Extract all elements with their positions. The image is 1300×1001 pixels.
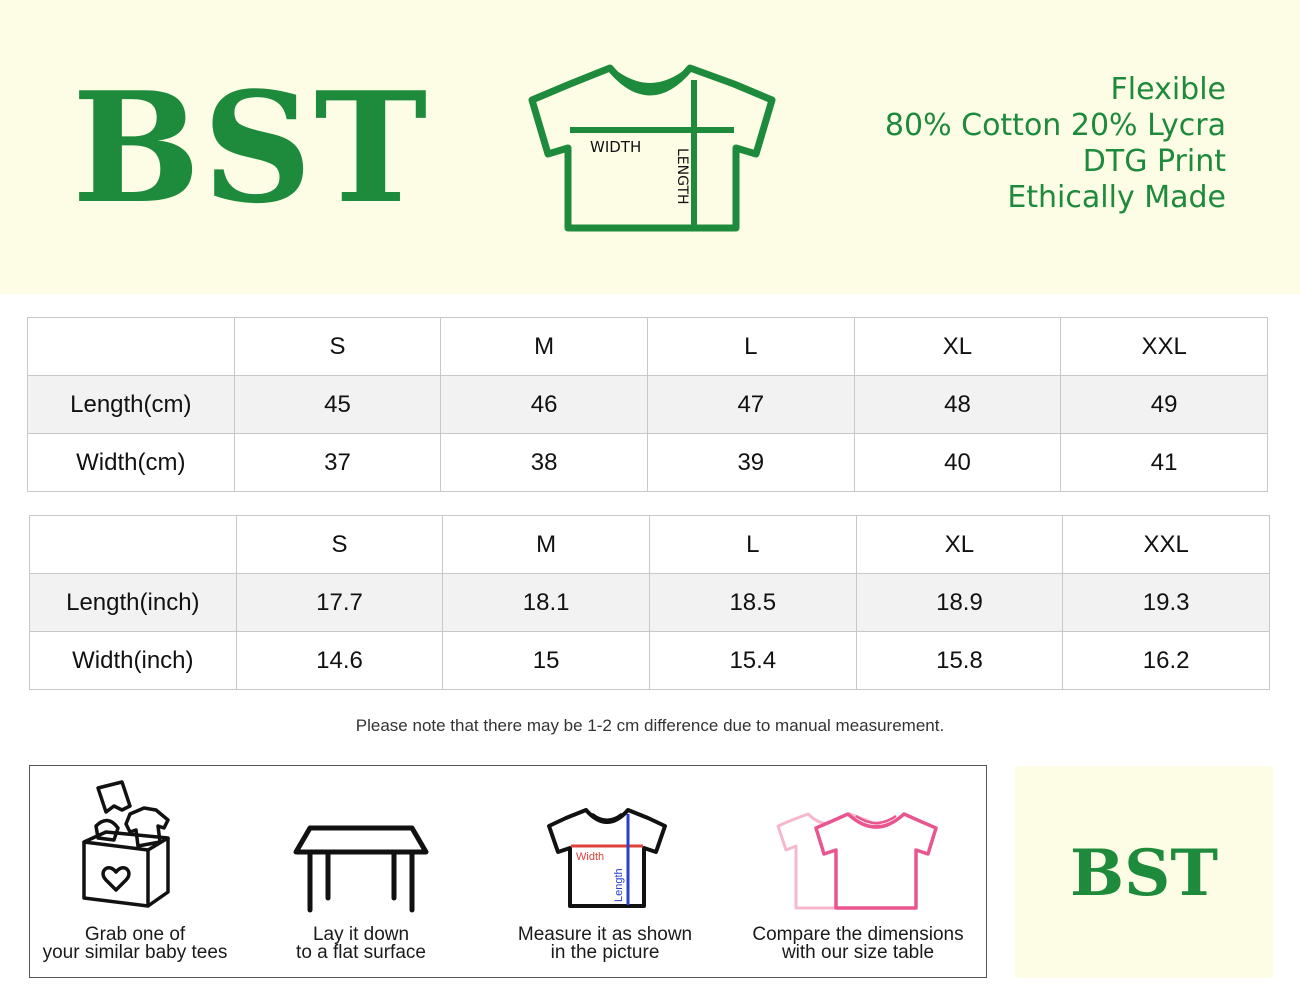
width-label: WIDTH (590, 138, 641, 156)
table-cell: 15 (442, 631, 650, 690)
header-cell: S (235, 515, 444, 574)
measurement-note: Please note that there may be 1-2 cm dif… (355, 716, 945, 735)
table-cell: 15.8 (855, 631, 1064, 690)
table-cell: 41 (1060, 433, 1268, 492)
table-row: Length(cm) 45 46 47 48 49 (27, 375, 1268, 434)
header-cell: XL (855, 515, 1064, 574)
table-cell: 47 (646, 375, 855, 434)
table-cell: 38 (440, 433, 648, 492)
tshirt-diagram-icon: WIDTH LENGTH (528, 64, 776, 232)
header-cell: M (442, 515, 650, 574)
table-cell: 45 (233, 375, 442, 434)
step-label-line1: Lay it down (312, 924, 410, 945)
table-cell: 37 (233, 433, 442, 492)
table-cell: 18.9 (855, 573, 1064, 632)
header-cell (27, 317, 235, 376)
table-row: Width(cm) 37 38 39 40 41 (27, 433, 1268, 492)
step-label-line2: your similar baby tees (42, 942, 228, 963)
brand-logo-box: BST (1015, 766, 1273, 978)
step-measure: Width Length Measure it as shown in the … (500, 766, 710, 979)
feature-item: Flexible (1110, 72, 1226, 107)
feature-item: 80% Cotton 20% Lycra (884, 108, 1226, 143)
header-cell: XXL (1060, 317, 1268, 376)
row-label: Length(cm) (27, 375, 235, 434)
table-row: Length(inch) 17.7 18.1 18.5 18.9 19.3 (29, 573, 1270, 632)
step-label-line2: to a flat surface (296, 942, 426, 963)
row-label: Length(inch) (29, 573, 237, 632)
step-label-line1: Measure it as shown (517, 924, 693, 945)
brand-logo: BST (72, 58, 430, 237)
feature-item: DTG Print (1082, 144, 1226, 179)
compare-shirts-icon (776, 812, 938, 910)
step-compare: Compare the dimensions with our size tab… (742, 766, 974, 979)
table-header-row: S M L XL XXL (27, 317, 1268, 376)
measuring-steps-panel: Grab one of your similar baby tees Lay i… (29, 765, 987, 978)
step-label-line2: with our size table (781, 942, 935, 963)
table-cell: 39 (646, 433, 855, 492)
table-cell: 48 (853, 375, 1062, 434)
measured-shirt-icon: Width Length (547, 808, 667, 908)
table-row: Width(inch) 14.6 15 15.4 15.8 16.2 (29, 631, 1270, 690)
width-label: Width (576, 851, 604, 863)
table-cell: 16.2 (1062, 631, 1270, 690)
header-cell: XXL (1062, 515, 1270, 574)
header-cell: M (440, 317, 648, 376)
header-cell: S (233, 317, 442, 376)
header-cell: L (646, 317, 855, 376)
table-cell: 19.3 (1062, 573, 1270, 632)
size-table-inch: S M L XL XXL Length(inch) 17.7 18.1 18.5… (29, 515, 1270, 690)
table-icon (293, 825, 429, 913)
feature-item: Ethically Made (1007, 180, 1226, 215)
table-cell: 15.4 (648, 631, 857, 690)
table-cell: 18.1 (442, 573, 650, 632)
length-label: LENGTH (674, 148, 690, 205)
table-cell: 18.5 (648, 573, 857, 632)
table-cell: 17.7 (235, 573, 444, 632)
brand-logo-small: BST (1070, 836, 1218, 911)
row-label: Width(cm) (27, 433, 235, 492)
step-label-line2: in the picture (550, 942, 660, 963)
size-table-cm: S M L XL XXL Length(cm) 45 46 47 48 49 W… (27, 317, 1268, 492)
table-header-row: S M L XL XXL (29, 515, 1270, 574)
row-label: Width(inch) (29, 631, 237, 690)
features-list: Flexible 80% Cotton 20% Lycra DTG Print … (885, 72, 1226, 216)
box-of-clothes-icon (82, 780, 170, 908)
table-cell: 40 (853, 433, 1062, 492)
header-cell: XL (853, 317, 1062, 376)
header-cell (29, 515, 237, 574)
table-cell: 14.6 (235, 631, 444, 690)
table-cell: 49 (1060, 375, 1268, 434)
step-grab: Grab one of your similar baby tees (30, 766, 240, 979)
header-cell: L (648, 515, 857, 574)
length-label: Length (613, 868, 625, 902)
step-label-line1: Compare the dimensions (752, 924, 964, 945)
step-lay: Lay it down to a flat surface (266, 766, 456, 979)
table-cell: 46 (440, 375, 648, 434)
step-label-line1: Grab one of (84, 924, 186, 945)
header-banner: BST WIDTH LENGTH Flexible 80% Cotton 20%… (0, 0, 1300, 294)
